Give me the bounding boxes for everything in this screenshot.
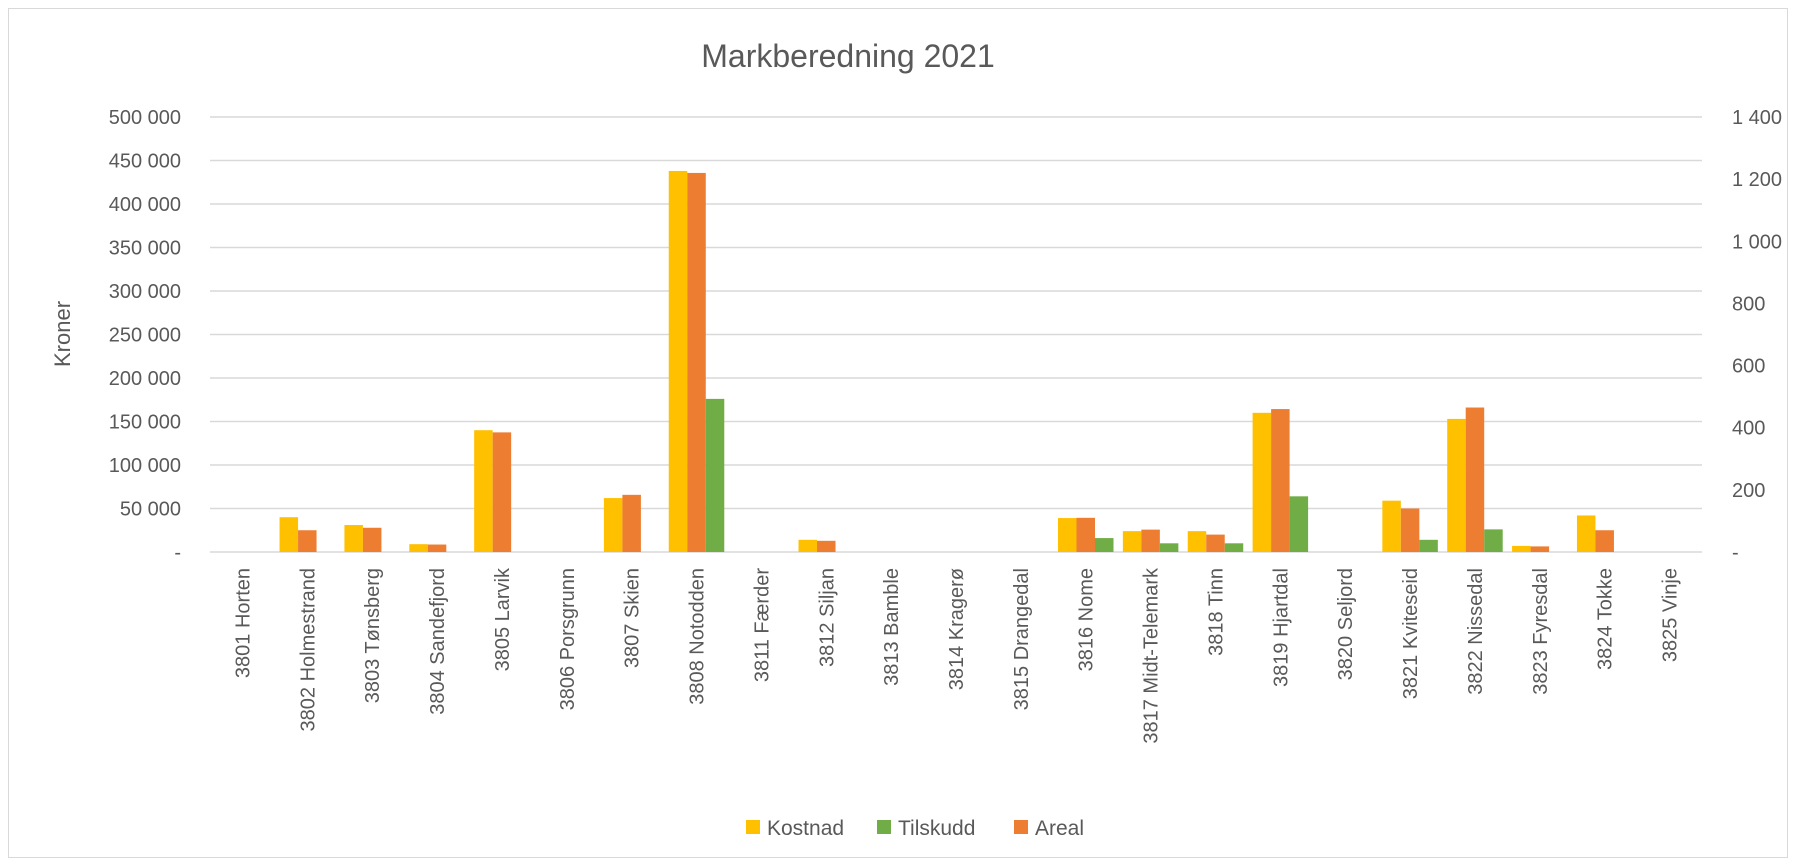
y2-tick-label: 600 <box>1732 356 1765 378</box>
y2-tick-label: 1 400 <box>1732 107 1782 129</box>
bar-kostnad <box>1187 531 1207 552</box>
category-label: 3801 Horten <box>232 568 254 678</box>
bar-tilskudd <box>1224 543 1244 552</box>
y-axis-label: Kroner <box>50 301 75 367</box>
bar-areal <box>362 527 382 552</box>
bar-kostnad <box>1252 412 1272 552</box>
y2-tick-label: - <box>1732 542 1739 564</box>
bar-areal <box>1076 517 1095 552</box>
bar-areal <box>1465 407 1485 552</box>
legend: Kostnad Tilskudd Areal <box>746 817 1084 840</box>
y2-tick-label: 1 000 <box>1732 231 1782 253</box>
bar-areal <box>1595 530 1614 552</box>
bar-kostnad <box>1512 545 1531 552</box>
bar-areal <box>1271 409 1290 552</box>
y2-tick-label: 200 <box>1732 480 1765 502</box>
legend-swatch-areal <box>1014 820 1028 834</box>
y2-tick-label: 1 200 <box>1732 169 1782 191</box>
bar-kostnad <box>1447 418 1466 552</box>
bars <box>279 170 1614 552</box>
bar-kostnad <box>1576 515 1596 552</box>
category-label: 3807 Skien <box>622 568 644 668</box>
y2-axis-ticks: - 200 400 600 800 1 000 1 200 1 400 <box>1732 107 1782 564</box>
legend-label-tilskudd: Tilskudd <box>898 817 975 840</box>
legend-swatch-tilskudd <box>877 820 891 834</box>
bar-kostnad <box>668 170 688 552</box>
category-label: 3812 Siljan <box>816 568 838 667</box>
category-label: 3822 Nissedal <box>1465 568 1487 695</box>
y-tick-label: 300 000 <box>109 281 181 303</box>
bar-kostnad <box>409 544 428 552</box>
bar-tilskudd <box>705 398 725 552</box>
bar-kostnad <box>279 517 299 552</box>
bar-tilskudd <box>1419 539 1438 552</box>
category-label: 3821 Kviteseid <box>1400 568 1422 699</box>
y-tick-label: 150 000 <box>109 412 181 434</box>
bar-areal <box>1206 534 1225 552</box>
bar-kostnad <box>474 430 493 552</box>
y-tick-label: 500 000 <box>109 107 181 129</box>
category-label: 3808 Notodden <box>687 568 709 705</box>
bar-kostnad <box>1057 518 1077 552</box>
bar-areal <box>492 432 512 552</box>
category-label: 3817 Midt-Telemark <box>1141 567 1163 744</box>
y-tick-label: 200 000 <box>109 368 181 390</box>
bar-areal <box>427 544 447 552</box>
category-label: 3811 Færder <box>751 568 773 682</box>
legend-label-kostnad: Kostnad <box>767 817 844 840</box>
bar-kostnad <box>798 539 818 552</box>
category-label: 3806 Porsgrunn <box>557 568 579 710</box>
legend-swatch-kostnad <box>746 820 760 834</box>
chart-frame <box>8 8 1788 858</box>
y-axis-ticks: - 50 000 100 000 150 000 200 000 250 000 300 0… <box>109 107 181 564</box>
category-label: 3825 Vinje <box>1660 568 1682 662</box>
bar-areal <box>298 530 317 552</box>
y-tick-label: - <box>174 542 181 564</box>
category-label: 3805 Larvik <box>492 567 514 671</box>
bar-areal <box>622 494 641 552</box>
bar-kostnad <box>1122 531 1142 552</box>
bar-areal <box>1530 546 1550 552</box>
legend-label-areal: Areal <box>1035 817 1084 840</box>
category-label: 3824 Tokke <box>1595 568 1617 670</box>
category-label: 3815 Drangedal <box>1011 568 1033 710</box>
bar-tilskudd <box>1484 529 1503 552</box>
y-tick-label: 450 000 <box>109 151 181 173</box>
category-label: 3804 Sandefjord <box>427 568 449 715</box>
category-label: 3823 Fyresdal <box>1530 568 1552 695</box>
y2-tick-label: 400 <box>1732 418 1765 440</box>
bar-areal <box>817 540 836 552</box>
category-label: 3820 Seljord <box>1335 568 1357 680</box>
bar-tilskudd <box>1289 496 1309 552</box>
bar-kostnad <box>1382 500 1401 552</box>
category-label: 3818 Tinn <box>1205 568 1227 656</box>
bar-areal <box>1400 508 1420 552</box>
y-tick-label: 350 000 <box>109 238 181 260</box>
y2-tick-label: 800 <box>1732 293 1765 315</box>
category-label: 3819 Hjartdal <box>1270 568 1292 687</box>
category-label: 3803 Tønsberg <box>362 568 384 703</box>
category-label: 3816 Nome <box>1076 568 1098 671</box>
category-label: 3802 Holmestrand <box>297 568 319 731</box>
y-tick-label: 400 000 <box>109 194 181 216</box>
bar-areal <box>1141 529 1160 552</box>
bar-kostnad <box>344 525 363 552</box>
y-tick-label: 250 000 <box>109 325 181 347</box>
category-label: 3814 Kragerø <box>946 568 968 690</box>
category-label: 3813 Bamble <box>881 568 903 686</box>
category-labels: 3801 Horten 3802 Holmestrand 3803 Tønsberg… <box>232 567 1681 744</box>
bar-kostnad <box>603 498 623 552</box>
y-tick-label: 50 000 <box>120 499 181 521</box>
chart-title: Markberedning 2021 <box>701 38 995 74</box>
bar-tilskudd <box>1159 543 1179 552</box>
bar-tilskudd <box>1094 538 1114 552</box>
y-tick-label: 100 000 <box>109 455 181 477</box>
bar-areal <box>687 172 706 552</box>
